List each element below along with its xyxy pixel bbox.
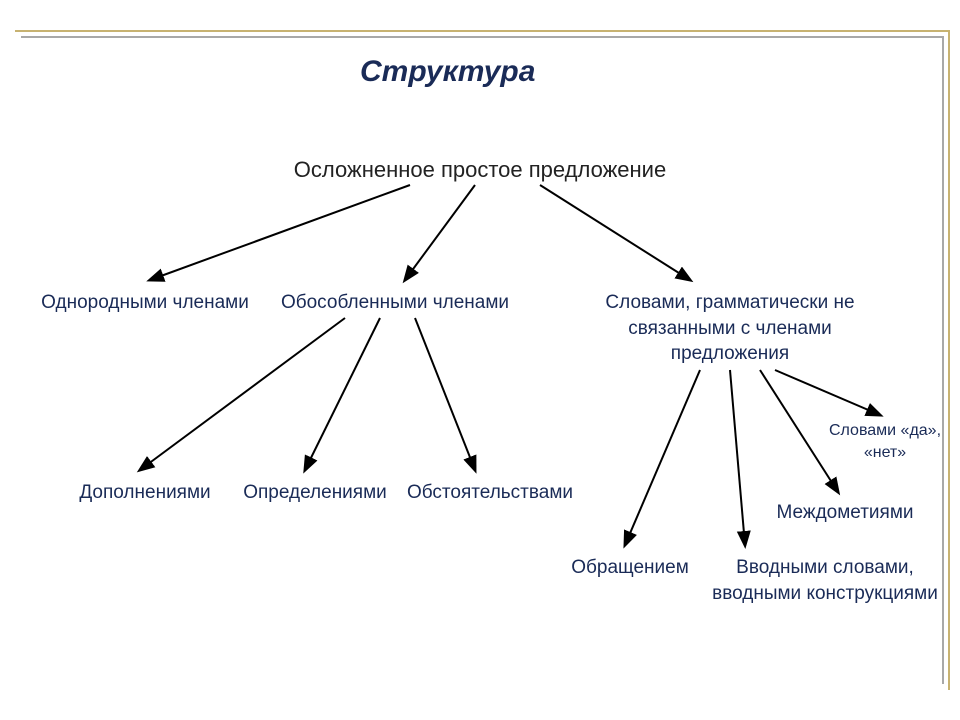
node-opr: Определениями [230,480,400,506]
node-homo: Однородными членами [35,290,255,316]
node-root: Осложненное простое предложение [290,155,670,185]
node-mezh: Междометиями [760,500,930,526]
diagram-title: Структура [360,55,535,89]
node-obr: Обращением [555,555,705,581]
node-obs: Обстоятельствами [395,480,585,506]
node-dop: Дополнениями [65,480,225,506]
node-isol: Обособленными членами [275,290,515,316]
node-vvod: Вводными словами, вводными конструкциями [700,555,950,606]
node-danet: Словами «да», «нет» [810,420,960,463]
node-unrel: Словами, грамматически не связанными с ч… [580,290,880,367]
